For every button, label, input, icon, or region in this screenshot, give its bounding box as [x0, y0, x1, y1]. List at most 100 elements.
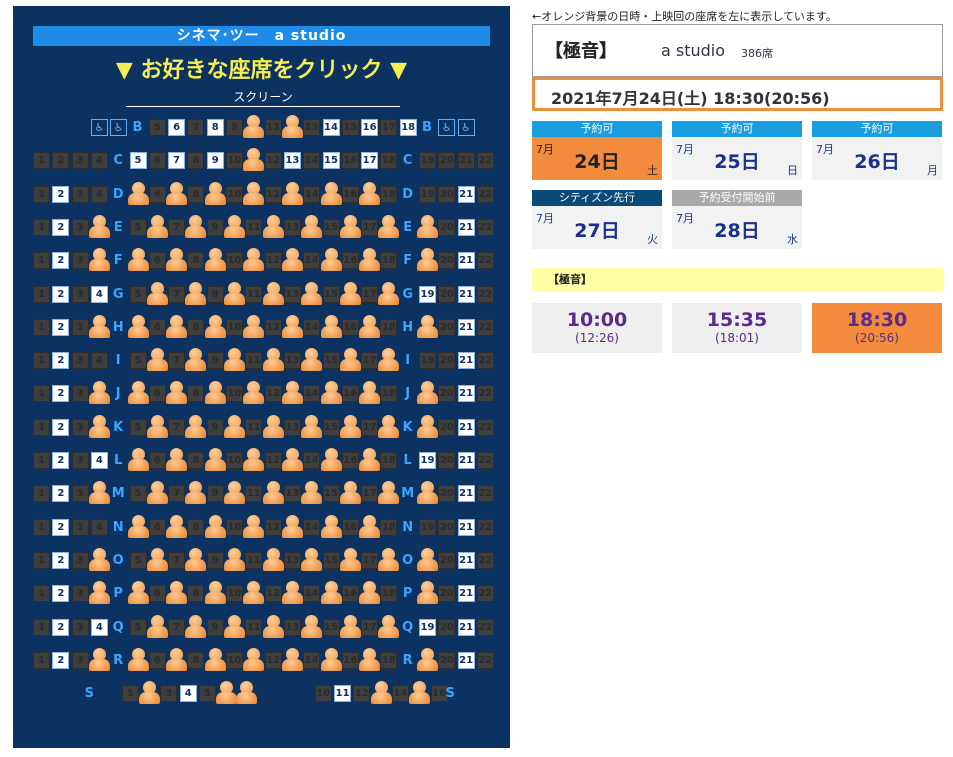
- seat-available[interactable]: 2: [52, 551, 70, 569]
- seat-available[interactable]: 2: [52, 485, 70, 503]
- seat-occupied: [235, 681, 257, 705]
- seat-available[interactable]: 11: [334, 685, 352, 703]
- seat-available[interactable]: 21: [457, 618, 475, 636]
- seat-available[interactable]: 21: [457, 485, 475, 503]
- showtime-button-1830[interactable]: 18:30 (20:56): [812, 303, 942, 353]
- seat-unavailable: 16: [341, 385, 359, 403]
- seat-available[interactable]: 14: [322, 119, 340, 136]
- seat-available[interactable]: 21: [457, 452, 475, 469]
- seat-unavailable: 22: [476, 485, 494, 503]
- seat-unavailable: 22: [476, 252, 494, 270]
- seat-available[interactable]: 19: [419, 618, 436, 636]
- seat-available[interactable]: 8: [206, 119, 224, 136]
- seat-unavailable: 11: [245, 352, 263, 370]
- seat-occupied: [127, 248, 149, 272]
- seat-unavailable: 3: [71, 418, 89, 436]
- seat-occupied: [320, 248, 342, 272]
- seat-available[interactable]: 2: [52, 651, 70, 669]
- seat-available[interactable]: 2: [52, 352, 70, 370]
- seat-unavailable: 20: [438, 452, 456, 469]
- seat-occupied: [243, 448, 265, 471]
- seat-available[interactable]: 4: [179, 685, 197, 703]
- seat-unavailable: 14: [303, 152, 321, 170]
- seat-occupied: [281, 381, 303, 405]
- seat-unavailable: 10: [226, 518, 243, 536]
- seat-occupied: [339, 481, 361, 505]
- day-card-24[interactable]: 予約可 7月 24日 土: [532, 121, 662, 180]
- seat-unavailable: 18: [380, 651, 398, 669]
- seat-available[interactable]: 15: [322, 152, 340, 170]
- seat-available[interactable]: 4: [90, 618, 108, 636]
- row-label-K: K: [402, 419, 413, 435]
- seat-available[interactable]: 2: [52, 585, 70, 603]
- seat-available[interactable]: 21: [457, 318, 475, 336]
- seat-available[interactable]: 21: [457, 285, 475, 303]
- seat-unavailable: 3: [71, 285, 89, 303]
- seat-unavailable: 20: [438, 585, 456, 603]
- seat-available[interactable]: 21: [457, 385, 475, 403]
- showtime-button-1000[interactable]: 10:00 (12:26): [532, 303, 662, 353]
- movie-info-box: 【極音】 a studio 386席: [532, 24, 943, 77]
- seat-available[interactable]: 5: [129, 152, 147, 170]
- showtime-start: 15:35: [706, 309, 768, 331]
- seat-available[interactable]: 21: [457, 418, 475, 436]
- seat-available[interactable]: 21: [457, 518, 475, 536]
- row-label-L: L: [114, 453, 123, 468]
- day-card-27[interactable]: シティズン先行 7月 27日 火: [532, 190, 662, 249]
- seat-available[interactable]: 17: [361, 152, 379, 170]
- seat-available[interactable]: 2: [52, 218, 70, 236]
- seat-available[interactable]: 13: [283, 152, 301, 170]
- row-label-M: M: [401, 486, 415, 502]
- seat-available[interactable]: 21: [457, 651, 475, 669]
- seat-available[interactable]: 21: [457, 352, 475, 370]
- day-card-28[interactable]: 予約受付開始前 7月 28日 水: [672, 190, 802, 249]
- seat-available[interactable]: 2: [52, 518, 70, 536]
- seat-available[interactable]: 2: [52, 618, 70, 636]
- seat-unavailable: 17: [361, 352, 379, 370]
- seat-unavailable: 12: [264, 185, 282, 203]
- seat-occupied: [166, 514, 188, 538]
- seat-available[interactable]: 21: [457, 551, 475, 569]
- seat-available[interactable]: 19: [419, 285, 436, 303]
- seat-available[interactable]: 2: [52, 452, 70, 469]
- seat-available[interactable]: 18: [399, 119, 417, 136]
- seat-available[interactable]: 16: [361, 119, 379, 136]
- seat-available[interactable]: 9: [206, 152, 224, 170]
- seat-available[interactable]: 2: [52, 252, 70, 270]
- row-label-F: F: [113, 253, 123, 269]
- showtime-end: (12:26): [575, 331, 619, 345]
- showtime-button-1535[interactable]: 15:35 (18:01): [672, 303, 802, 353]
- day-card-25[interactable]: 予約可 7月 25日 日: [672, 121, 802, 180]
- seat-available[interactable]: 4: [90, 285, 108, 303]
- seat-available[interactable]: 2: [52, 185, 70, 203]
- seat-unavailable: 22: [476, 518, 494, 536]
- seat-available[interactable]: 2: [52, 385, 70, 403]
- seat-available[interactable]: 21: [457, 585, 475, 603]
- day-date: 28日: [714, 220, 760, 242]
- seat-available[interactable]: 19: [419, 452, 436, 469]
- seat-occupied: [281, 181, 303, 205]
- seat-available[interactable]: 7: [168, 152, 186, 170]
- seat-available[interactable]: 2: [52, 418, 70, 436]
- seat-unavailable: 18: [380, 152, 398, 170]
- seat-unavailable: 17: [361, 485, 379, 503]
- seat-unavailable: 6: [148, 252, 166, 270]
- seat-available[interactable]: 2: [52, 318, 70, 336]
- day-card-26[interactable]: 予約可 7月 26日 月: [812, 121, 942, 180]
- seat-available[interactable]: 4: [90, 452, 108, 469]
- seat-unavailable: 15: [322, 352, 340, 370]
- day-weekday: 水: [787, 233, 798, 246]
- seat-available[interactable]: 21: [457, 218, 475, 236]
- seat-occupied: [359, 647, 381, 671]
- seat-unavailable: 1: [33, 452, 50, 469]
- seat-unavailable: 18: [380, 252, 398, 270]
- seat-available[interactable]: 21: [457, 185, 475, 203]
- seat-available[interactable]: 21: [457, 252, 475, 270]
- day-month: 7月: [536, 212, 554, 225]
- seat-occupied: [146, 547, 168, 571]
- seat-unavailable: 14: [303, 185, 321, 203]
- seat-occupied: [262, 481, 284, 505]
- seat-available[interactable]: 2: [52, 285, 70, 303]
- section-label: 【極音】: [532, 268, 943, 292]
- seat-available[interactable]: 6: [168, 119, 186, 136]
